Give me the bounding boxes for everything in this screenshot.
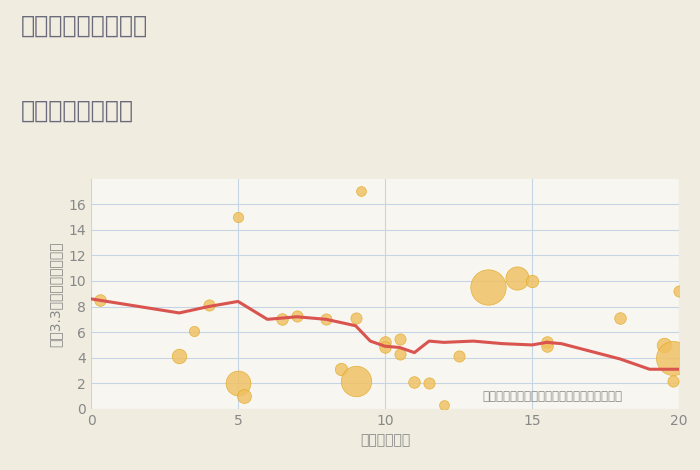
Point [291,312,302,319]
Point [94,297,106,304]
Point [512,274,523,282]
Point [350,314,361,322]
Point [203,302,214,309]
Text: 駅距離別土地価格: 駅距離別土地価格 [21,99,134,123]
Point [526,277,538,285]
Point [356,188,367,195]
Point [424,380,435,387]
Point [453,352,464,360]
Point [409,378,420,386]
Point [615,314,626,322]
Point [394,350,405,358]
Point [394,335,405,342]
Y-axis label: 坪（3.3㎡）単価（万円）: 坪（3.3㎡）単価（万円） [49,241,63,346]
Point [379,344,391,351]
Point [188,327,199,335]
Point [668,377,679,384]
Point [335,366,346,373]
Point [350,377,361,384]
Point [238,392,249,400]
Point [232,213,244,221]
Text: 円の大きさは、取引のあった物件面積を示す: 円の大きさは、取引のあった物件面積を示す [482,390,622,403]
Point [232,380,244,387]
Point [321,315,332,323]
X-axis label: 駅距離（分）: 駅距離（分） [360,433,410,447]
Point [276,315,288,323]
Text: 三重県伊賀市川合の: 三重県伊賀市川合の [21,14,148,38]
Point [673,288,685,295]
Point [482,283,493,291]
Point [668,354,679,361]
Point [174,352,185,360]
Point [541,338,552,346]
Point [659,341,670,349]
Point [438,401,449,409]
Point [541,343,552,350]
Point [379,338,391,346]
